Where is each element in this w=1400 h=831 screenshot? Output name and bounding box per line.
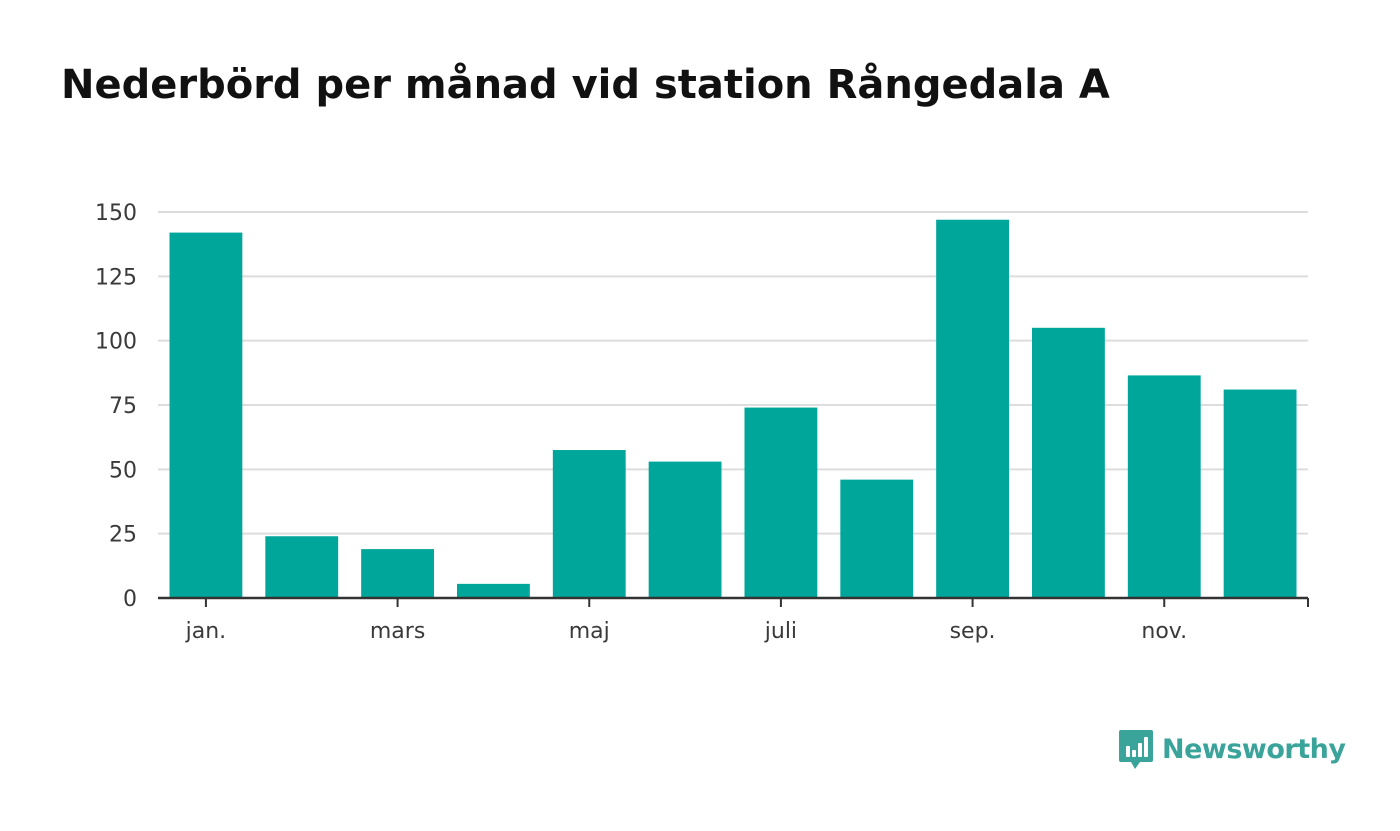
bars — [169, 219, 1297, 598]
x-tick-label: nov. — [1141, 619, 1187, 644]
x-axis-tick-labels: jan. mars maj juli sep. nov. — [185, 619, 1187, 644]
y-tick-label: 0 — [123, 587, 137, 612]
bar-chart-speech-bubble-icon — [1119, 730, 1153, 769]
x-tick-label: jan. — [185, 619, 227, 644]
newsworthy-logo: Newsworthy — [1118, 728, 1346, 770]
y-tick-label: 50 — [109, 458, 137, 483]
bar-sep — [936, 219, 1009, 598]
y-tick-label: 100 — [95, 330, 137, 355]
y-tick-label: 150 — [95, 201, 137, 226]
x-axis — [158, 596, 1309, 607]
bar-juni — [648, 461, 722, 598]
y-tick-label: 125 — [95, 265, 137, 290]
bar-feb — [265, 536, 339, 598]
bar-aug — [840, 479, 914, 598]
bar-apr — [457, 583, 530, 598]
bar-mars — [361, 549, 434, 598]
x-tick-label: sep. — [950, 619, 996, 644]
chart-title: Nederbörd per månad vid station Rångedal… — [61, 62, 1110, 108]
bar-maj — [552, 450, 626, 598]
x-tick-label: maj — [569, 619, 610, 644]
bar-jan — [169, 232, 243, 598]
bar-okt — [1032, 327, 1105, 598]
bar-nov — [1127, 375, 1201, 598]
brand-name: Newsworthy — [1162, 733, 1346, 765]
y-axis-tick-labels: 0 25 50 75 100 125 150 — [95, 201, 137, 612]
bar-juli — [744, 407, 818, 598]
x-tick-label: mars — [370, 619, 425, 644]
y-tick-label: 25 — [109, 523, 137, 548]
gridlines — [158, 211, 1308, 535]
bar-chart: 0 25 50 75 100 125 150 jan. mars maj juli sep. nov. — [95, 201, 1309, 644]
bar-dec — [1223, 389, 1297, 598]
x-tick-label: juli — [764, 619, 797, 644]
y-tick-label: 75 — [109, 394, 137, 419]
